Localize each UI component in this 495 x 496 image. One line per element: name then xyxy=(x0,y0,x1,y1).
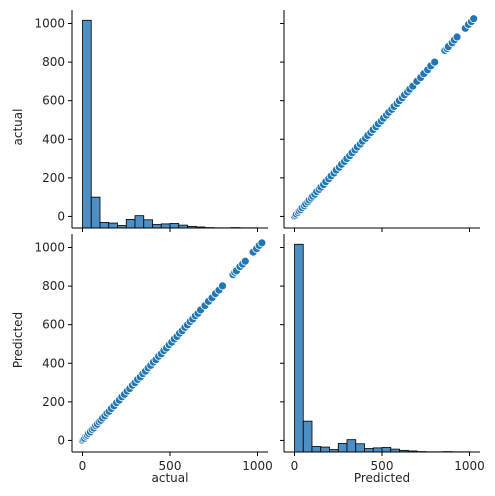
scatter-point xyxy=(218,281,227,291)
y-tick-label: 200 xyxy=(42,171,65,185)
panels: 0 200 400 600 800 1000 0 200 400 600 800 1000 0 500 10… xyxy=(34,10,485,473)
scatter-point xyxy=(452,32,462,42)
hist-bar xyxy=(302,420,313,453)
x-axis-label-col-0: actual xyxy=(152,471,189,485)
y-tick-label: 400 xyxy=(42,132,65,146)
x-tick-label: 0 xyxy=(79,459,87,473)
panel-1-0: 0 200 400 600 800 1000 0 500 1000 xyxy=(34,234,273,473)
y-tick-label: 1000 xyxy=(34,17,65,31)
x-axis-label-col-1: Predicted xyxy=(354,471,410,485)
hist-bar xyxy=(143,219,153,229)
hist-bar xyxy=(134,215,145,229)
hist-bar xyxy=(364,448,374,453)
y-tick-label: 400 xyxy=(42,356,65,370)
panel-1-1: 0 500 1000 xyxy=(280,234,485,473)
y-tick-label: 600 xyxy=(42,318,65,332)
hist-bar xyxy=(90,196,101,229)
x-tick-label: 500 xyxy=(159,459,182,473)
x-tick-label: 500 xyxy=(371,459,394,473)
y-tick-label: 0 xyxy=(57,433,65,447)
hist-bar xyxy=(337,442,348,453)
y-tick-label: 200 xyxy=(42,395,65,409)
y-tick-label: 800 xyxy=(42,279,65,293)
hist-bar xyxy=(99,222,110,229)
hist-bar xyxy=(82,19,92,229)
x-tick-label: 1000 xyxy=(242,459,273,473)
hist-bar xyxy=(311,446,322,453)
hist-bar xyxy=(355,443,365,453)
hist-bar xyxy=(372,447,383,453)
x-tick-label: 1000 xyxy=(454,459,485,473)
hist-bar xyxy=(320,446,330,453)
hist-bar xyxy=(108,222,118,229)
hist-bar xyxy=(160,223,171,229)
panel-0-1 xyxy=(280,10,480,232)
x-tick-label: 0 xyxy=(291,459,299,473)
y-tick-label: 0 xyxy=(57,209,65,223)
hist-bar xyxy=(125,218,136,229)
hist-bar xyxy=(346,439,357,453)
panel-0-0: 0 200 400 600 800 1000 xyxy=(34,10,268,232)
scatter-point xyxy=(430,57,440,67)
hist-bar xyxy=(152,224,162,229)
hist-bar xyxy=(381,447,392,453)
y-axis-label-row-1: Predicted xyxy=(11,312,25,368)
hist-bar xyxy=(294,243,304,453)
scatter-point xyxy=(469,14,479,24)
scatter-point xyxy=(240,256,250,266)
y-tick-label: 800 xyxy=(42,55,65,69)
scatter-point xyxy=(257,238,267,248)
hist-bar xyxy=(169,223,180,229)
y-axis-label-row-0: actual xyxy=(11,109,25,146)
y-tick-label: 1000 xyxy=(34,241,65,255)
y-tick-label: 600 xyxy=(42,94,65,108)
